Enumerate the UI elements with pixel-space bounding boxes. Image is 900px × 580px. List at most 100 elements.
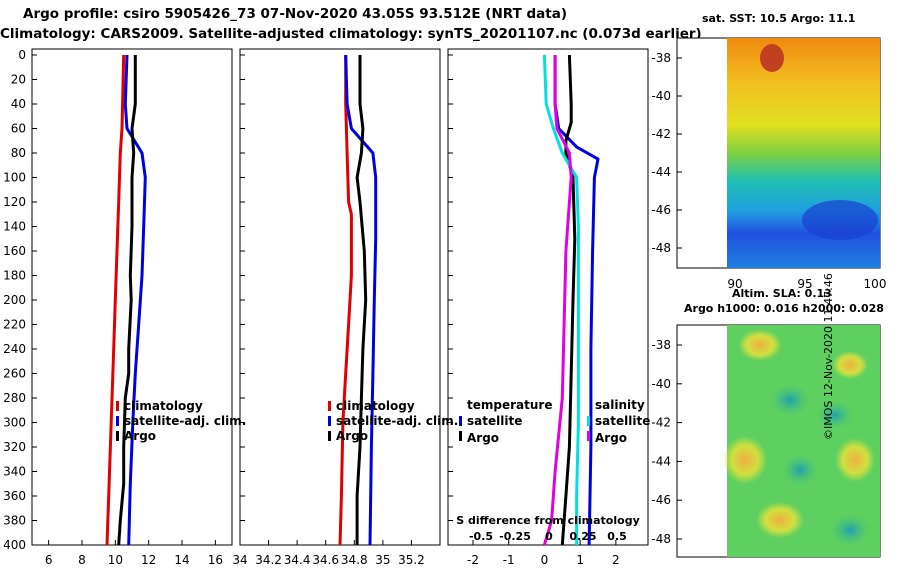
- lat-tick-label: -48: [651, 241, 671, 255]
- depth-tick-label: 220: [3, 318, 26, 332]
- lat-tick-label: -38: [651, 51, 671, 65]
- lat-tick-label: -42: [651, 127, 671, 141]
- depth-tick-label: 260: [3, 367, 26, 381]
- depth-tick-label: 120: [3, 195, 26, 209]
- temperature-legend: climatology satellite-adj. clim. Argo: [116, 399, 246, 443]
- x-tick-label: 8: [78, 553, 86, 567]
- series-line-argo: [117, 55, 137, 546]
- depth-tick-label: 0: [18, 48, 26, 62]
- legend-swatch-climatology: [116, 401, 119, 411]
- legend-swatch-argo-s: [328, 431, 331, 441]
- depth-tick-label: 200: [3, 293, 26, 307]
- depth-tick-label: 240: [3, 342, 26, 356]
- x-tick-label: 16: [208, 553, 223, 567]
- depth-tick-label: 400: [3, 538, 26, 552]
- legend-swatch-temp-satellite: [459, 416, 462, 426]
- legend-label-climatology-s: climatology: [336, 399, 415, 413]
- lat-tick-label: -38: [651, 338, 671, 352]
- legend-label-temp-argo: Argo: [467, 431, 499, 445]
- depth-tick-label: 180: [3, 269, 26, 283]
- legend-swatch-sal-satellite: [587, 416, 590, 426]
- depth-tick-label: 340: [3, 465, 26, 479]
- x-tick-label: -2: [467, 553, 479, 567]
- lat-tick-label: -42: [651, 416, 671, 430]
- series-line-satellite-adj-clim-: [344, 54, 378, 546]
- legend-swatch-satellite-s: [328, 416, 331, 426]
- profile-charts: 0204060801001201401601802002202402602803…: [3, 48, 650, 567]
- depth-tick-label: 380: [3, 514, 26, 528]
- legend-swatch-temp-argo: [459, 431, 462, 441]
- sla-map-title-1: Altim. SLA: 0.13: [732, 287, 832, 300]
- x-tick-label: 35.2: [398, 553, 425, 567]
- lon-tick-label: 100: [864, 277, 887, 291]
- lat-tick-label: -46: [651, 203, 671, 217]
- s-diff-tick-label: 0.25: [569, 530, 596, 543]
- lat-tick-label: -40: [651, 89, 671, 103]
- s-diff-tick-label: -0.25: [499, 530, 531, 543]
- legend-swatch-satellite: [116, 416, 119, 426]
- legend-label-sal-satellite: satellite: [595, 414, 650, 428]
- sla-map-title-2: Argo h1000: 0.016 h2000: 0.028: [684, 302, 884, 315]
- sla-eddy: [756, 502, 804, 538]
- series-line-temperature-argo: [560, 54, 577, 546]
- series-line-satellite-adj-clim-: [123, 54, 147, 546]
- x-tick-label: 1: [576, 553, 584, 567]
- series-line-argo: [355, 55, 368, 545]
- depth-tick-label: 100: [3, 171, 26, 185]
- depth-tick-label: 60: [11, 122, 26, 136]
- legend-title-temperature: temperature: [467, 398, 552, 412]
- sla-eddy: [770, 384, 810, 416]
- legend-title-salinity: salinity: [595, 398, 645, 412]
- sla-eddy: [782, 454, 818, 486]
- depth-tick-label: 140: [3, 220, 26, 234]
- difference-legend: temperature satellite Argo salinity sate…: [459, 398, 650, 445]
- s-diff-tick-label: 0.5: [607, 530, 627, 543]
- maps-panel: -38 -40 -42 -44 -46 -48 90 95 100 -38 -40 -42 -44 -…: [651, 37, 887, 558]
- legend-swatch-sal-argo: [587, 431, 590, 441]
- legend-label-argo-s: Argo: [336, 429, 368, 443]
- sla-eddy: [832, 351, 868, 379]
- depth-tick-label: 280: [3, 391, 26, 405]
- legend-label-satellite: satellite-adj. clim.: [124, 414, 246, 428]
- lat-tick-label: -48: [651, 532, 671, 546]
- legend-swatch-argo: [116, 431, 119, 441]
- sst-map-title: sat. SST: 10.5 Argo: 11.1: [702, 12, 856, 25]
- x-tick-label: 34.6: [312, 553, 339, 567]
- x-tick-label: 34.4: [284, 553, 311, 567]
- salinity-legend: climatology satellite-adj. clim. Argo: [328, 399, 458, 443]
- temperature-panel-frame: [31, 48, 233, 546]
- depth-tick-label: 80: [11, 146, 26, 160]
- legend-label-argo: Argo: [124, 429, 156, 443]
- depth-tick-label: 20: [11, 73, 26, 87]
- x-tick-label: 0: [541, 553, 549, 567]
- x-tick-label: 2: [612, 553, 620, 567]
- x-tick-label: 34: [232, 553, 247, 567]
- series-line-salinity-satellite: [542, 54, 580, 545]
- sla-eddy: [835, 438, 875, 482]
- sst-cold-patch: [802, 200, 878, 240]
- series-line-salinity-argo: [542, 55, 573, 546]
- depth-tick-label: 320: [3, 440, 26, 454]
- header-title-line1: Argo profile: csiro 5905426_73 07-Nov-20…: [23, 6, 567, 22]
- sla-eddy: [817, 401, 853, 429]
- x-tick-label: 14: [174, 553, 189, 567]
- depth-tick-label: 360: [3, 489, 26, 503]
- x-tick-label: 10: [108, 553, 123, 567]
- s-difference-axis-label: S difference from climatology: [456, 514, 640, 527]
- x-tick-label: 6: [45, 553, 53, 567]
- depth-tick-label: 40: [11, 97, 26, 111]
- salinity-panel-frame: [239, 48, 441, 546]
- sst-warm-spot: [760, 44, 784, 72]
- header-title-line2: Climatology: CARS2009. Satellite-adjuste…: [0, 26, 702, 42]
- x-tick-label: 12: [141, 553, 156, 567]
- lat-tick-label: -44: [651, 454, 671, 468]
- lon-tick-label: 95: [797, 277, 812, 291]
- lat-tick-label: -46: [651, 493, 671, 507]
- lat-tick-label: -44: [651, 165, 671, 179]
- legend-label-climatology: climatology: [124, 399, 203, 413]
- lat-tick-label: -40: [651, 377, 671, 391]
- x-tick-label: -1: [503, 553, 515, 567]
- s-diff-tick-label: 0: [545, 530, 553, 543]
- imos-credit: ©IMOS 12-Nov-2020 11:47:46: [822, 273, 835, 440]
- difference-panel-frame: [447, 48, 649, 546]
